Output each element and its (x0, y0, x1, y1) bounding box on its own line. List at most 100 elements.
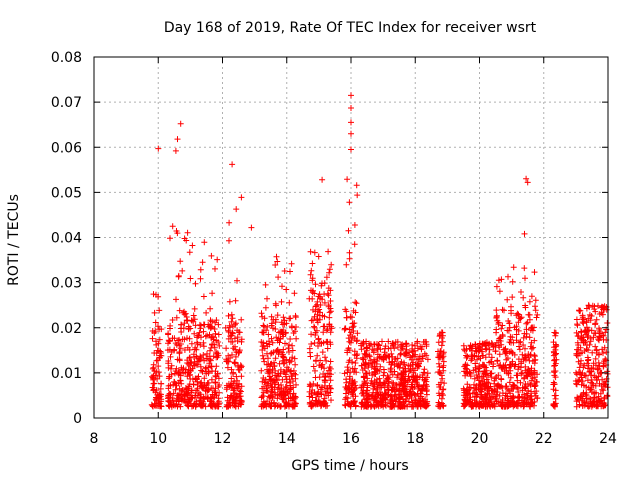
data-point (368, 403, 375, 410)
data-point (489, 341, 496, 348)
data-point (178, 380, 185, 387)
data-point (595, 351, 602, 358)
data-point (212, 265, 218, 272)
data-point (495, 382, 501, 389)
data-point (495, 321, 502, 328)
data-point (261, 315, 268, 322)
data-point (360, 356, 367, 363)
data-point (499, 333, 506, 340)
data-point (440, 367, 447, 374)
data-point (278, 298, 285, 305)
data-point (579, 378, 586, 385)
data-point (346, 255, 353, 262)
data-point (178, 325, 184, 332)
data-point (505, 273, 511, 280)
data-point (286, 299, 293, 306)
data-point (345, 335, 352, 342)
data-point (224, 397, 231, 404)
data-point (188, 395, 195, 402)
data-point (509, 294, 516, 301)
data-point (534, 311, 541, 318)
data-point (500, 362, 507, 369)
data-point (264, 398, 271, 405)
data-point (149, 384, 156, 391)
data-point (461, 403, 468, 410)
data-point (173, 398, 180, 405)
data-point (354, 192, 361, 199)
data-point (440, 350, 447, 357)
x-tick-label: 18 (406, 431, 424, 447)
data-point (532, 307, 539, 314)
data-point (550, 402, 557, 409)
data-point (597, 390, 604, 397)
data-point (324, 290, 331, 297)
data-point (211, 341, 218, 348)
data-point (493, 313, 500, 320)
data-point (283, 356, 290, 363)
data-point (170, 381, 177, 388)
data-point (169, 223, 176, 230)
data-point (417, 390, 424, 397)
data-point (363, 351, 370, 358)
data-point (399, 382, 406, 389)
data-point (229, 351, 235, 358)
data-point (519, 384, 526, 391)
data-point (341, 401, 348, 408)
data-point (280, 314, 287, 321)
data-point (503, 350, 510, 357)
data-point (574, 322, 581, 329)
data-point (176, 336, 183, 343)
data-point (270, 325, 276, 332)
data-point (398, 342, 404, 349)
data-point (197, 275, 204, 282)
data-point (476, 365, 482, 372)
data-point (349, 314, 355, 321)
data-point (208, 334, 215, 341)
data-point (174, 403, 181, 410)
data-point (167, 322, 174, 329)
data-point (207, 356, 213, 363)
data-point (523, 320, 530, 327)
data-point (585, 332, 592, 339)
data-point (321, 395, 328, 402)
data-point (592, 355, 599, 362)
data-point (231, 378, 238, 385)
data-point (594, 366, 601, 373)
data-point (601, 394, 608, 401)
data-point (414, 340, 421, 347)
data-point (398, 393, 405, 400)
data-point (579, 316, 586, 323)
data-point (315, 293, 322, 300)
data-point (265, 331, 272, 338)
data-point (600, 387, 607, 394)
data-point (398, 370, 405, 377)
data-point (190, 312, 197, 319)
data-point (309, 275, 316, 282)
data-point (165, 385, 172, 392)
data-point (213, 373, 220, 380)
data-point (463, 346, 470, 353)
data-point (283, 286, 290, 293)
data-point (349, 333, 356, 340)
data-point (288, 260, 295, 267)
data-point (272, 262, 279, 268)
data-point (261, 323, 268, 330)
data-point (583, 392, 590, 399)
data-point (397, 361, 404, 367)
data-point (596, 311, 603, 317)
data-point (520, 334, 527, 341)
data-point (365, 392, 372, 399)
data-point (576, 401, 583, 408)
data-point (440, 358, 447, 365)
data-point (410, 359, 417, 366)
data-point (346, 386, 353, 393)
data-point (402, 402, 408, 409)
data-point (385, 338, 392, 345)
data-point (307, 271, 314, 278)
data-point (424, 356, 431, 363)
data-point (286, 349, 292, 355)
data-point (482, 354, 489, 361)
data-point (279, 283, 285, 290)
data-point (515, 389, 522, 395)
data-point (592, 382, 599, 389)
